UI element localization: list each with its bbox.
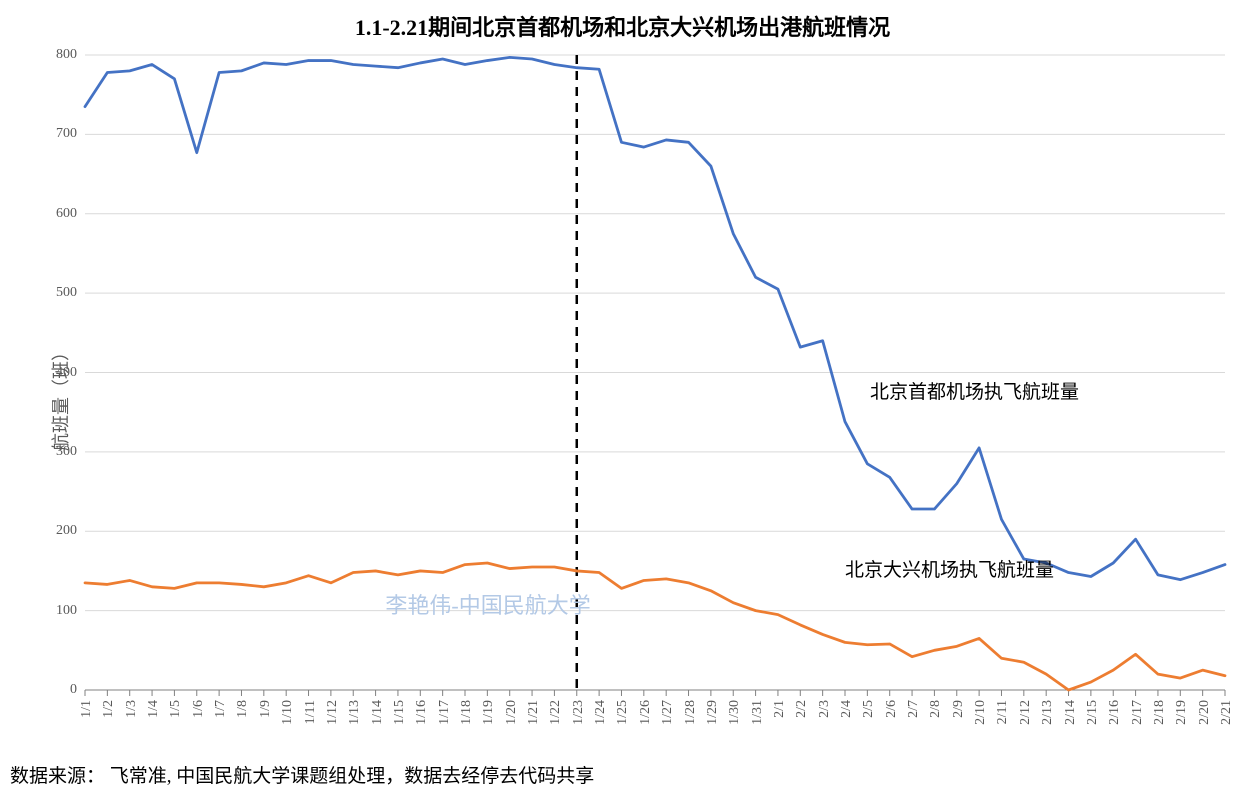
x-tick-label: 1/26 bbox=[638, 700, 654, 725]
x-tick-label: 2/11 bbox=[995, 700, 1011, 724]
x-tick-label: 1/13 bbox=[347, 700, 363, 725]
y-tick-label: 300 bbox=[56, 444, 77, 460]
series-label-capital: 北京首都机场执飞航班量 bbox=[870, 377, 1079, 404]
x-tick-label: 1/25 bbox=[615, 700, 631, 725]
x-tick-label: 1/18 bbox=[459, 700, 475, 725]
x-tick-label: 1/1 bbox=[79, 700, 95, 718]
y-tick-label: 800 bbox=[56, 47, 77, 63]
x-tick-label: 2/1 bbox=[772, 700, 788, 718]
x-tick-label: 1/10 bbox=[280, 700, 296, 725]
chart-footer: 数据来源： 飞常准, 中国民航大学课题组处理，数据去经停去代码共享 bbox=[10, 761, 594, 788]
y-tick-label: 100 bbox=[56, 603, 77, 619]
x-tick-label: 2/20 bbox=[1197, 700, 1213, 725]
x-tick-label: 1/11 bbox=[303, 700, 319, 724]
x-tick-label: 1/30 bbox=[727, 700, 743, 725]
x-tick-label: 1/8 bbox=[235, 700, 251, 718]
y-tick-label: 500 bbox=[56, 285, 77, 301]
y-tick-label: 0 bbox=[70, 682, 77, 698]
x-tick-label: 2/21 bbox=[1219, 700, 1235, 725]
x-tick-label: 2/7 bbox=[906, 700, 922, 718]
x-tick-label: 2/2 bbox=[794, 700, 810, 718]
x-tick-label: 1/2 bbox=[101, 700, 117, 718]
x-tick-label: 1/29 bbox=[705, 700, 721, 725]
x-tick-label: 1/9 bbox=[258, 700, 274, 718]
x-tick-label: 1/5 bbox=[168, 700, 184, 718]
x-tick-label: 1/7 bbox=[213, 700, 229, 718]
x-tick-label: 2/5 bbox=[861, 700, 877, 718]
y-tick-label: 600 bbox=[56, 206, 77, 222]
x-tick-label: 1/24 bbox=[593, 700, 609, 725]
x-tick-label: 2/6 bbox=[884, 700, 900, 718]
y-tick-label: 700 bbox=[56, 126, 77, 142]
x-tick-label: 1/20 bbox=[504, 700, 520, 725]
y-tick-label: 200 bbox=[56, 523, 77, 539]
x-tick-label: 1/16 bbox=[414, 700, 430, 725]
x-tick-label: 1/15 bbox=[392, 700, 408, 725]
x-tick-label: 2/12 bbox=[1018, 700, 1034, 725]
x-tick-label: 2/3 bbox=[817, 700, 833, 718]
x-tick-label: 2/9 bbox=[951, 700, 967, 718]
series-label-daxing: 北京大兴机场执飞航班量 bbox=[845, 555, 1054, 582]
x-tick-label: 1/4 bbox=[146, 700, 162, 718]
chart-container: 1.1-2.21期间北京首都机场和北京大兴机场出港航班情况 航班量（班） 李艳伟… bbox=[0, 0, 1245, 794]
x-tick-label: 1/3 bbox=[124, 700, 140, 718]
x-tick-label: 2/4 bbox=[839, 700, 855, 718]
y-tick-label: 400 bbox=[56, 365, 77, 381]
x-tick-label: 1/12 bbox=[325, 700, 341, 725]
x-tick-label: 1/6 bbox=[191, 700, 207, 718]
x-tick-label: 1/28 bbox=[683, 700, 699, 725]
x-tick-label: 2/15 bbox=[1085, 700, 1101, 725]
x-tick-label: 1/14 bbox=[370, 700, 386, 725]
x-tick-label: 1/31 bbox=[750, 700, 766, 725]
x-tick-label: 2/18 bbox=[1152, 700, 1168, 725]
x-tick-label: 1/19 bbox=[481, 700, 497, 725]
x-tick-label: 2/10 bbox=[973, 700, 989, 725]
x-tick-label: 2/19 bbox=[1174, 700, 1190, 725]
x-tick-label: 1/17 bbox=[437, 700, 453, 725]
x-tick-label: 1/22 bbox=[548, 700, 564, 725]
x-tick-label: 1/21 bbox=[526, 700, 542, 725]
x-tick-label: 2/16 bbox=[1107, 700, 1123, 725]
x-tick-label: 1/23 bbox=[571, 700, 587, 725]
x-tick-label: 2/13 bbox=[1040, 700, 1056, 725]
x-tick-label: 2/17 bbox=[1130, 700, 1146, 725]
x-tick-label: 1/27 bbox=[660, 700, 676, 725]
x-tick-label: 2/14 bbox=[1063, 700, 1079, 725]
x-tick-label: 2/8 bbox=[928, 700, 944, 718]
